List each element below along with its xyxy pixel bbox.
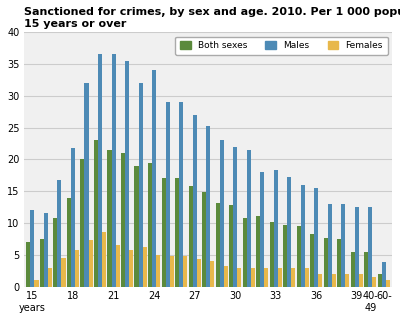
- Bar: [152, 70, 156, 287]
- Bar: [386, 280, 390, 287]
- Bar: [175, 179, 179, 287]
- Bar: [166, 102, 170, 287]
- Bar: [224, 266, 228, 287]
- Bar: [310, 234, 314, 287]
- Bar: [332, 274, 336, 287]
- Bar: [34, 280, 38, 287]
- Bar: [291, 268, 295, 287]
- Legend: Both sexes, Males, Females: Both sexes, Males, Females: [175, 36, 388, 55]
- Bar: [138, 83, 142, 287]
- Bar: [355, 207, 359, 287]
- Bar: [134, 166, 138, 287]
- Bar: [324, 238, 328, 287]
- Bar: [179, 102, 183, 287]
- Bar: [183, 256, 187, 287]
- Bar: [287, 177, 291, 287]
- Bar: [328, 204, 332, 287]
- Bar: [62, 258, 66, 287]
- Bar: [341, 204, 345, 287]
- Bar: [283, 225, 287, 287]
- Bar: [142, 246, 147, 287]
- Bar: [220, 140, 224, 287]
- Bar: [301, 185, 305, 287]
- Bar: [71, 148, 75, 287]
- Bar: [112, 54, 116, 287]
- Bar: [80, 159, 84, 287]
- Bar: [98, 54, 102, 287]
- Bar: [345, 274, 350, 287]
- Bar: [58, 180, 62, 287]
- Bar: [251, 268, 255, 287]
- Bar: [156, 255, 160, 287]
- Bar: [351, 252, 355, 287]
- Bar: [116, 245, 120, 287]
- Bar: [210, 261, 214, 287]
- Bar: [125, 61, 129, 287]
- Bar: [44, 213, 48, 287]
- Bar: [102, 232, 106, 287]
- Bar: [94, 140, 98, 287]
- Bar: [193, 115, 197, 287]
- Bar: [233, 147, 237, 287]
- Bar: [188, 186, 193, 287]
- Bar: [270, 222, 274, 287]
- Bar: [274, 170, 278, 287]
- Bar: [359, 274, 363, 287]
- Bar: [48, 268, 52, 287]
- Bar: [148, 163, 152, 287]
- Bar: [247, 150, 251, 287]
- Bar: [202, 192, 206, 287]
- Bar: [237, 268, 241, 287]
- Bar: [75, 250, 79, 287]
- Bar: [372, 277, 376, 287]
- Bar: [40, 239, 44, 287]
- Bar: [129, 250, 133, 287]
- Bar: [108, 150, 112, 287]
- Bar: [121, 153, 125, 287]
- Text: Sanctioned for crimes, by sex and age. 2010. Per 1 000 population
15 years or ov: Sanctioned for crimes, by sex and age. 2…: [24, 7, 400, 28]
- Bar: [318, 274, 322, 287]
- Bar: [314, 188, 318, 287]
- Bar: [162, 179, 166, 287]
- Bar: [53, 218, 58, 287]
- Bar: [206, 126, 210, 287]
- Bar: [260, 172, 264, 287]
- Bar: [26, 242, 30, 287]
- Bar: [243, 218, 247, 287]
- Bar: [88, 240, 92, 287]
- Bar: [67, 197, 71, 287]
- Bar: [378, 274, 382, 287]
- Bar: [216, 203, 220, 287]
- Bar: [337, 239, 341, 287]
- Bar: [30, 210, 34, 287]
- Bar: [84, 83, 88, 287]
- Bar: [256, 216, 260, 287]
- Bar: [305, 268, 309, 287]
- Bar: [368, 207, 372, 287]
- Bar: [364, 252, 368, 287]
- Bar: [264, 268, 268, 287]
- Bar: [297, 226, 301, 287]
- Bar: [170, 256, 174, 287]
- Bar: [382, 262, 386, 287]
- Bar: [197, 259, 201, 287]
- Bar: [229, 205, 233, 287]
- Bar: [278, 268, 282, 287]
